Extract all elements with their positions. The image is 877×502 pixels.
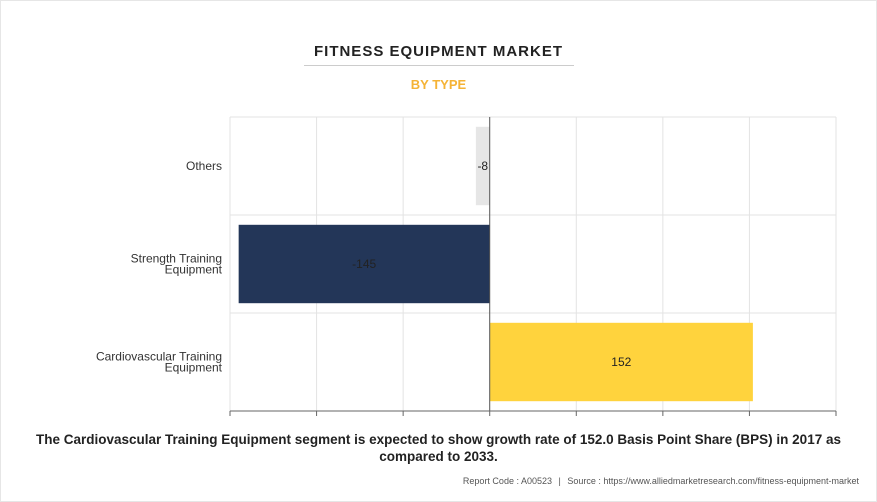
- data-label-0: -8: [477, 159, 488, 173]
- chart-subtitle: BY TYPE: [410, 77, 467, 92]
- category-label-2-1: Equipment: [165, 361, 223, 375]
- data-label-2: 152: [611, 355, 631, 369]
- bar-1: [238, 224, 490, 304]
- bar-0: [475, 126, 490, 206]
- category-label-1-0: Strength Training: [131, 252, 222, 266]
- data-label-1: -145: [352, 257, 376, 271]
- category-label-2-0: Cardiovascular Training: [96, 350, 222, 364]
- bar-2: [489, 322, 753, 402]
- footer: Report Code : A00523 | Source : https://…: [463, 476, 859, 486]
- chart-caption: The Cardiovascular Training Equipment se…: [36, 432, 841, 464]
- title-divider: [304, 65, 574, 66]
- category-label-1-1: Equipment: [165, 263, 223, 277]
- footer-separator: |: [558, 476, 561, 486]
- source-text: Source : https://www.alliedmarketresearc…: [567, 476, 859, 486]
- report-code: Report Code : A00523: [462, 476, 552, 486]
- chart-title: FITNESS EQUIPMENT MARKET: [313, 43, 563, 60]
- category-label-0-0: Others: [186, 159, 222, 173]
